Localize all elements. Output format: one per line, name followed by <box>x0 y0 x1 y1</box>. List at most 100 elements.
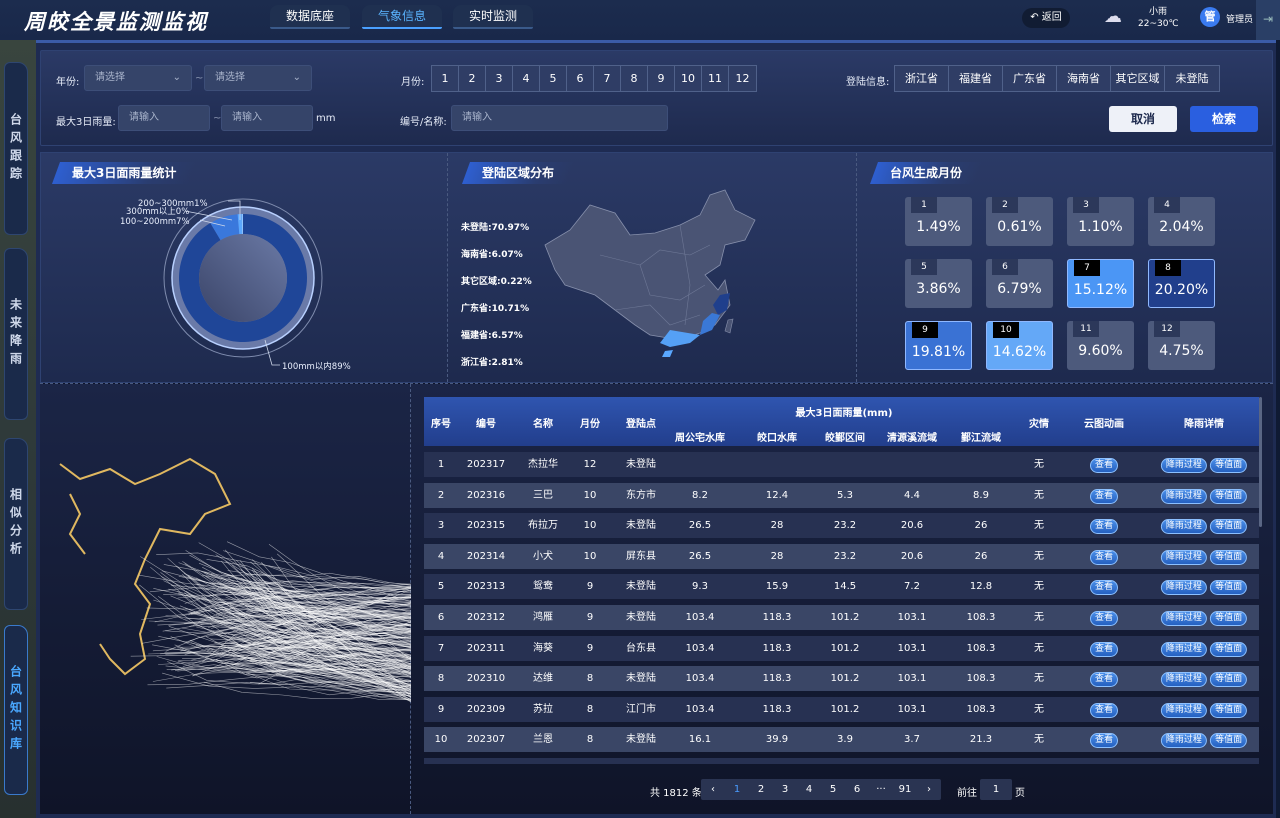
donut-slice[interactable] <box>210 214 240 241</box>
page-button[interactable]: 1 <box>733 784 741 795</box>
rain-to-input[interactable]: 请输入 <box>221 105 313 131</box>
rain-process-button[interactable]: 降雨过程 <box>1160 702 1207 718</box>
view-button[interactable]: 查看 <box>1089 611 1119 626</box>
contour-button[interactable]: 等值面 <box>1210 458 1248 473</box>
year-to-select[interactable]: 请选择 ⌄ <box>204 65 312 91</box>
contour-button[interactable]: 等值面 <box>1210 519 1248 535</box>
rain-process-button[interactable]: 降雨过程 <box>1160 580 1207 596</box>
page-button[interactable]: 91 <box>898 784 912 795</box>
table-row[interactable]: 9 202309 苏拉 8 江门市 103.4 118.3 101.2 103.1 108.3 无 查… <box>424 696 1259 722</box>
rain-process-button[interactable]: 降雨过程 <box>1160 611 1207 626</box>
view-button[interactable]: 查看 <box>1089 702 1119 718</box>
table-row[interactable]: 10 202307 兰恩 8 未登陆 16.1 39.9 3.9 3.7 21.3 无 查看 降雨过程 … <box>424 727 1259 753</box>
table-row[interactable]: 8 202310 达维 8 未登陆 103.4 118.3 101.2 103.1 108.3 无 查… <box>424 666 1259 692</box>
view-button[interactable]: 查看 <box>1089 488 1119 504</box>
month-card[interactable]: 3 1.10% <box>1067 197 1134 246</box>
month-option[interactable]: 3 <box>486 66 513 91</box>
table-row[interactable]: 2 202316 三巴 10 东方市 8.2 12.4 5.3 4.4 8.9 无 查看 降雨过程 等值… <box>424 482 1259 508</box>
sidebar-item-future-rain[interactable]: 未来降雨 <box>4 248 28 420</box>
landing-option[interactable]: 其它区域 <box>1111 66 1165 91</box>
table-scrollbar[interactable] <box>1259 397 1262 527</box>
month-card[interactable]: 4 2.04% <box>1148 197 1215 246</box>
sidebar-item-similar-analysis[interactable]: 相似分析 <box>4 438 28 610</box>
month-option[interactable]: 8 <box>621 66 648 91</box>
contour-button[interactable]: 等值面 <box>1210 611 1248 626</box>
month-card[interactable]: 11 9.60% <box>1067 321 1134 370</box>
table-row[interactable]: 7 202311 海葵 9 台东县 103.4 118.3 101.2 103.1 108.3 无 查… <box>424 635 1259 661</box>
landing-option[interactable]: 广东省 <box>1003 66 1057 91</box>
back-button[interactable]: ↶ 返回 <box>1022 8 1070 28</box>
month-card[interactable]: 2 0.61% <box>986 197 1053 246</box>
landing-option[interactable]: 未登陆 <box>1165 66 1219 91</box>
month-option[interactable]: 10 <box>675 66 702 91</box>
view-button[interactable]: 查看 <box>1089 641 1119 657</box>
view-button[interactable]: 查看 <box>1089 549 1119 565</box>
contour-button[interactable]: 等值面 <box>1210 733 1248 749</box>
month-option[interactable]: 9 <box>648 66 675 91</box>
landing-option[interactable]: 浙江省 <box>895 66 949 91</box>
month-option[interactable]: 11 <box>702 66 729 91</box>
sidebar-item-typhoon-track[interactable]: 台风跟踪 <box>4 62 28 235</box>
landing-option[interactable]: 海南省 <box>1057 66 1111 91</box>
page-button[interactable]: 2 <box>757 784 765 795</box>
month-option[interactable]: 1 <box>432 66 459 91</box>
id-name-input[interactable]: 请输入 <box>451 105 668 131</box>
rain-process-button[interactable]: 降雨过程 <box>1160 641 1207 657</box>
month-card[interactable]: 1 1.49% <box>905 197 972 246</box>
contour-button[interactable]: 等值面 <box>1210 580 1248 596</box>
page-button[interactable]: 4 <box>805 784 813 795</box>
tab-data-base[interactable]: 数据底座 <box>270 5 350 29</box>
avatar[interactable]: 管 <box>1200 7 1220 27</box>
sidebar-item-typhoon-knowledge[interactable]: 台风知识库 <box>4 625 28 795</box>
contour-button[interactable]: 等值面 <box>1210 488 1248 504</box>
rain-process-button[interactable]: 降雨过程 <box>1160 488 1207 504</box>
month-card[interactable]: 12 4.75% <box>1148 321 1215 370</box>
donut-slice[interactable] <box>237 214 243 235</box>
contour-button[interactable]: 等值面 <box>1210 549 1248 565</box>
month-option[interactable]: 7 <box>594 66 621 91</box>
table-row[interactable]: 3 202315 布拉万 10 未登陆 26.5 28 23.2 20.6 26 无 查看 降雨过程 等… <box>424 513 1259 539</box>
page-button[interactable]: 5 <box>829 784 837 795</box>
table-row[interactable]: 5 202313 鸳鸯 9 未登陆 9.3 15.9 14.5 7.2 12.8 无 查看 降雨过程 等… <box>424 574 1259 600</box>
year-from-select[interactable]: 请选择 ⌄ <box>84 65 192 91</box>
typhoon-track-map[interactable] <box>40 384 412 814</box>
month-option[interactable]: 5 <box>540 66 567 91</box>
month-card[interactable]: 8 20.20% <box>1148 259 1215 308</box>
rain-process-button[interactable]: 降雨过程 <box>1160 672 1207 688</box>
cancel-button[interactable]: 取消 <box>1109 106 1177 132</box>
page-button[interactable]: ··· <box>876 784 886 795</box>
landing-option[interactable]: 福建省 <box>949 66 1003 91</box>
table-row[interactable]: 4 202314 小犬 10 屏东县 26.5 28 23.2 20.6 26 无 查看 降雨过程 等值… <box>424 543 1259 569</box>
contour-button[interactable]: 等值面 <box>1210 672 1248 688</box>
rain-process-button[interactable]: 降雨过程 <box>1160 458 1207 473</box>
page-button[interactable]: 6 <box>853 784 861 795</box>
month-option[interactable]: 12 <box>729 66 756 91</box>
month-card[interactable]: 5 3.86% <box>905 259 972 308</box>
table-row[interactable]: 1 202317 杰拉华 12 未登陆 无 查看 降雨过程 等值面 <box>424 452 1259 477</box>
donut-slice[interactable] <box>179 214 307 342</box>
tab-weather-info[interactable]: 气象信息 <box>362 5 442 29</box>
view-button[interactable]: 查看 <box>1089 733 1119 749</box>
rain-from-input[interactable]: 请输入 <box>118 105 210 131</box>
contour-button[interactable]: 等值面 <box>1210 702 1248 718</box>
view-button[interactable]: 查看 <box>1089 519 1119 535</box>
view-button[interactable]: 查看 <box>1089 580 1119 596</box>
contour-button[interactable]: 等值面 <box>1210 641 1248 657</box>
rain-process-button[interactable]: 降雨过程 <box>1160 549 1207 565</box>
view-button[interactable]: 查看 <box>1089 458 1119 473</box>
month-card[interactable]: 10 14.62% <box>986 321 1053 370</box>
month-card[interactable]: 9 19.81% <box>905 321 972 370</box>
goto-page-input[interactable]: 1 <box>980 779 1012 800</box>
next-page-icon[interactable]: › <box>927 784 931 795</box>
month-option[interactable]: 4 <box>513 66 540 91</box>
donut-slice[interactable] <box>241 214 243 235</box>
page-button[interactable]: 3 <box>781 784 789 795</box>
table-row[interactable]: 6 202312 鸿雁 9 未登陆 103.4 118.3 101.2 103.1 108.3 无 查… <box>424 605 1259 630</box>
prev-page-icon[interactable]: ‹ <box>711 784 715 795</box>
month-option[interactable]: 6 <box>567 66 594 91</box>
view-button[interactable]: 查看 <box>1089 672 1119 688</box>
rain-process-button[interactable]: 降雨过程 <box>1160 733 1207 749</box>
tab-realtime-monitor[interactable]: 实时监测 <box>453 5 533 29</box>
logout-icon[interactable]: ⇥ <box>1256 0 1280 40</box>
search-button[interactable]: 检索 <box>1190 106 1258 132</box>
